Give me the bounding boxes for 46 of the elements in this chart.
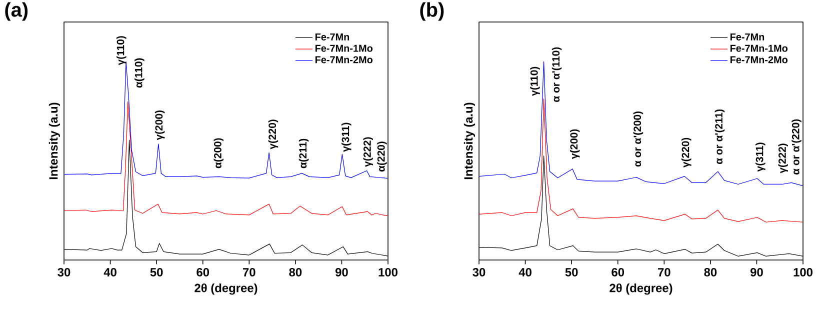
x-tick-label: 80 (704, 268, 717, 276)
legend-label: Fe-7Mn-1Mo (730, 44, 788, 52)
annotation: α(200) (214, 138, 224, 168)
x-tick-label: 100 (794, 268, 812, 276)
legend-label: Fe-7Mn-2Mo (315, 56, 373, 64)
x-tick-label: 60 (196, 268, 210, 276)
annotation: α or α'(110) (552, 47, 562, 102)
annotation: α or α'(200) (633, 111, 644, 167)
annotation: γ(311) (756, 142, 766, 172)
annotation: γ(311) (341, 122, 352, 152)
x-tick-label: 90 (335, 268, 348, 276)
x-tick-label: 50 (150, 268, 163, 276)
annotation: γ(222) (363, 137, 373, 167)
annotation: γ(200) (154, 110, 165, 140)
x-tick-label: 70 (243, 268, 256, 276)
chart-title: (b) (420, 2, 444, 21)
x-tick-label: 70 (658, 268, 670, 276)
legend-label: Fe-7Mn (315, 34, 350, 40)
annotation: α or α'(211) (714, 109, 725, 164)
legend-label: Fe-7Mn (730, 34, 764, 40)
x-tick-label: 100 (378, 268, 398, 276)
annotation: α(211) (298, 138, 309, 168)
annotation: γ(220) (681, 138, 692, 168)
chart-title: (a) (5, 2, 28, 21)
x-tick-label: 50 (565, 268, 578, 276)
annotation: γ(222) (778, 144, 788, 174)
legend-label: Fe-7Mn-2Mo (730, 56, 788, 64)
x-axis-title: 2θ (degree) (610, 284, 672, 295)
annotation: γ(220) (268, 120, 278, 150)
y-axis-title: Intensity (a.u) (48, 102, 60, 180)
x-tick-label: 90 (750, 268, 763, 276)
annotation: γ(110) (116, 36, 126, 66)
annotation: α or α'(220) (792, 119, 802, 174)
x-tick-label: 40 (104, 268, 116, 276)
annotation: α(220) (377, 142, 387, 172)
x-tick-label: 30 (58, 268, 70, 276)
annotation: γ(200) (570, 129, 580, 159)
x-axis-title: 2θ (degree) (194, 284, 258, 295)
legend-label: Fe-7Mn-1Mo (315, 44, 373, 52)
y-axis-title: Intensity (a.u) (464, 102, 476, 180)
x-tick-label: 60 (612, 268, 624, 276)
annotation: γ(110) (530, 66, 540, 96)
x-tick-label: 30 (472, 268, 486, 276)
x-tick-label: 40 (518, 268, 532, 276)
x-tick-label: 80 (289, 268, 302, 276)
annotation: α(110) (134, 58, 144, 88)
